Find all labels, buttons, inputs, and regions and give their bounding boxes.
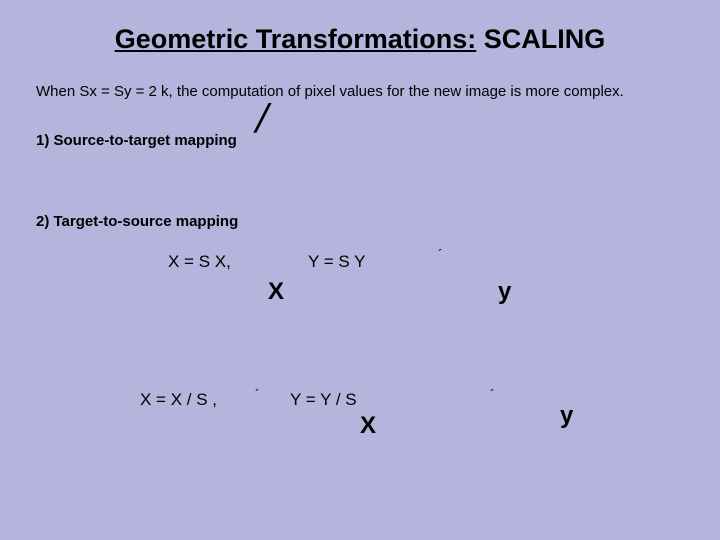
list-item-1: 1) Source-to-target mapping	[36, 132, 684, 149]
eq1-big-y: y	[498, 278, 511, 306]
eq2-prime-2: ´	[490, 386, 495, 402]
eq1-lhs: X = S X,	[168, 252, 231, 272]
eq2-big-x: X	[360, 412, 376, 440]
eq2-big-y: y	[560, 402, 573, 430]
eq2-eq2: Y = Y / S	[290, 390, 357, 410]
list-item-2: 2) Target-to-source mapping	[36, 213, 684, 230]
intro-paragraph: When Sx = Sy = 2 k, the computation of p…	[36, 83, 684, 102]
title-underlined: Geometric Transformations:	[115, 24, 477, 54]
eq1-prime: ´	[438, 246, 443, 262]
title-rest: SCALING	[476, 24, 605, 54]
slide: Geometric Transformations: SCALING When …	[0, 0, 720, 540]
slide-title: Geometric Transformations: SCALING	[36, 24, 684, 55]
eq1-rhs: Y = S Y	[308, 252, 366, 272]
eq1-big-x: X	[268, 278, 284, 306]
eq2-eq1: X = X / S ,	[140, 390, 217, 410]
slash-overlay: /	[256, 92, 268, 143]
eq2-prime-1: ´	[255, 386, 260, 402]
